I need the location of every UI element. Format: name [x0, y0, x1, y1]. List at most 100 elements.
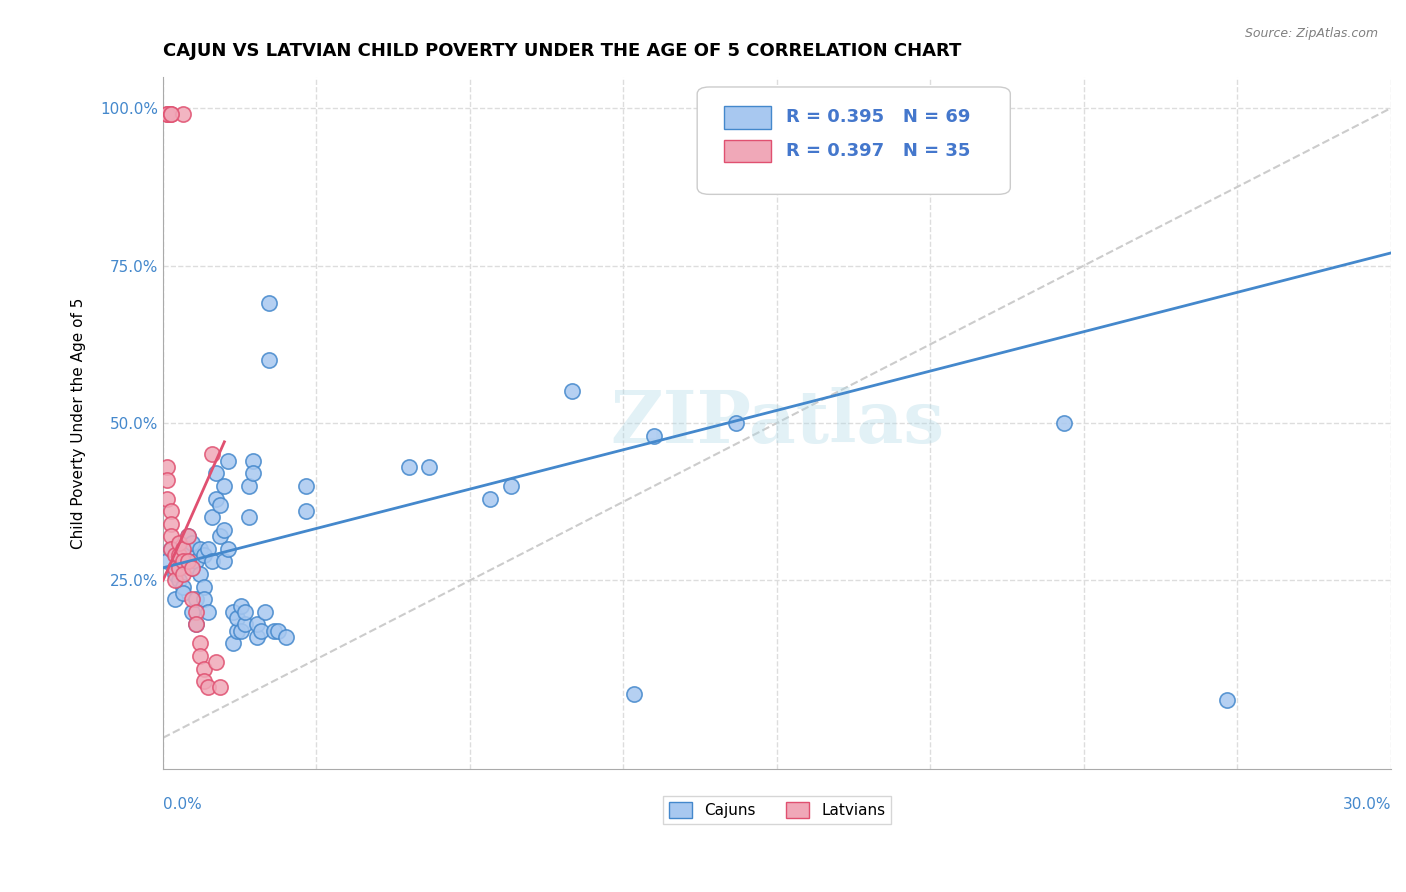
Latvians — [160, 516, 183, 531]
Cajuns — [250, 624, 273, 638]
Cajuns — [479, 491, 502, 506]
Cajuns — [295, 504, 318, 518]
Latvians — [180, 592, 202, 607]
Cajuns — [205, 491, 228, 506]
Latvians — [156, 491, 179, 506]
Cajuns — [725, 416, 748, 430]
Cajuns — [225, 624, 247, 638]
Cajuns — [233, 605, 256, 619]
Cajuns — [295, 479, 318, 493]
Cajuns — [176, 529, 198, 543]
Latvians — [172, 107, 194, 121]
Cajuns — [229, 624, 252, 638]
Cajuns — [259, 353, 281, 368]
Latvians — [205, 655, 228, 669]
Cajuns — [160, 541, 183, 556]
Cajuns — [218, 541, 240, 556]
Latvians — [184, 605, 207, 619]
Cajuns — [1052, 416, 1074, 430]
Text: R = 0.395   N = 69: R = 0.395 N = 69 — [786, 109, 970, 127]
Text: CAJUN VS LATVIAN CHILD POVERTY UNDER THE AGE OF 5 CORRELATION CHART: CAJUN VS LATVIAN CHILD POVERTY UNDER THE… — [163, 42, 962, 60]
Latvians — [165, 574, 187, 588]
Cajuns — [214, 554, 236, 568]
Cajuns — [184, 617, 207, 632]
Cajuns — [242, 454, 264, 468]
Cajuns — [165, 592, 187, 607]
Cajuns — [263, 624, 285, 638]
Cajuns — [274, 630, 297, 644]
Latvians — [165, 561, 187, 575]
Text: Source: ZipAtlas.com: Source: ZipAtlas.com — [1244, 27, 1378, 40]
Cajuns — [193, 580, 215, 594]
Cajuns — [197, 541, 219, 556]
Y-axis label: Child Poverty Under the Age of 5: Child Poverty Under the Age of 5 — [72, 297, 86, 549]
Cajuns — [180, 605, 202, 619]
Cajuns — [197, 605, 219, 619]
Legend: Cajuns, Latvians: Cajuns, Latvians — [662, 796, 891, 824]
Cajuns — [188, 567, 211, 582]
Cajuns — [246, 617, 269, 632]
Cajuns — [242, 467, 264, 481]
Text: R = 0.397   N = 35: R = 0.397 N = 35 — [786, 142, 970, 160]
Cajuns — [184, 592, 207, 607]
Cajuns — [561, 384, 583, 399]
Cajuns — [201, 510, 224, 524]
Cajuns — [229, 599, 252, 613]
Bar — [724, 106, 770, 128]
Cajuns — [184, 554, 207, 568]
Latvians — [169, 548, 191, 562]
Latvians — [197, 681, 219, 695]
Cajuns — [172, 580, 194, 594]
Latvians — [172, 541, 194, 556]
Cajuns — [180, 535, 202, 549]
FancyBboxPatch shape — [697, 87, 1011, 194]
Latvians — [180, 561, 202, 575]
Cajuns — [169, 561, 191, 575]
Cajuns — [254, 605, 277, 619]
Bar — [724, 140, 770, 161]
Latvians — [156, 460, 179, 475]
Cajuns — [156, 554, 179, 568]
Latvians — [169, 535, 191, 549]
Cajuns — [214, 523, 236, 537]
Cajuns — [193, 548, 215, 562]
Latvians — [188, 648, 211, 663]
Latvians — [184, 617, 207, 632]
Latvians — [169, 561, 191, 575]
Cajuns — [172, 548, 194, 562]
Latvians — [160, 107, 183, 121]
Latvians — [209, 681, 232, 695]
Cajuns — [233, 617, 256, 632]
Cajuns — [418, 460, 440, 475]
Latvians — [156, 473, 179, 487]
Latvians — [201, 447, 224, 461]
Cajuns — [1216, 693, 1239, 707]
Latvians — [156, 107, 179, 121]
Cajuns — [176, 541, 198, 556]
Cajuns — [218, 454, 240, 468]
Cajuns — [221, 636, 243, 650]
Latvians — [176, 554, 198, 568]
Latvians — [160, 541, 183, 556]
Latvians — [188, 636, 211, 650]
Latvians — [160, 529, 183, 543]
Latvians — [165, 548, 187, 562]
Cajuns — [238, 479, 260, 493]
Cajuns — [180, 561, 202, 575]
Cajuns — [246, 630, 269, 644]
Latvians — [160, 107, 183, 121]
Cajuns — [499, 479, 522, 493]
Cajuns — [225, 611, 247, 625]
Latvians — [193, 661, 215, 675]
Latvians — [172, 567, 194, 582]
Cajuns — [176, 554, 198, 568]
Cajuns — [623, 687, 645, 701]
Cajuns — [169, 574, 191, 588]
Cajuns — [266, 624, 288, 638]
Cajuns — [172, 586, 194, 600]
Cajuns — [238, 510, 260, 524]
Cajuns — [398, 460, 420, 475]
Latvians — [172, 554, 194, 568]
Text: ZIPatlas: ZIPatlas — [610, 387, 943, 458]
Cajuns — [165, 567, 187, 582]
